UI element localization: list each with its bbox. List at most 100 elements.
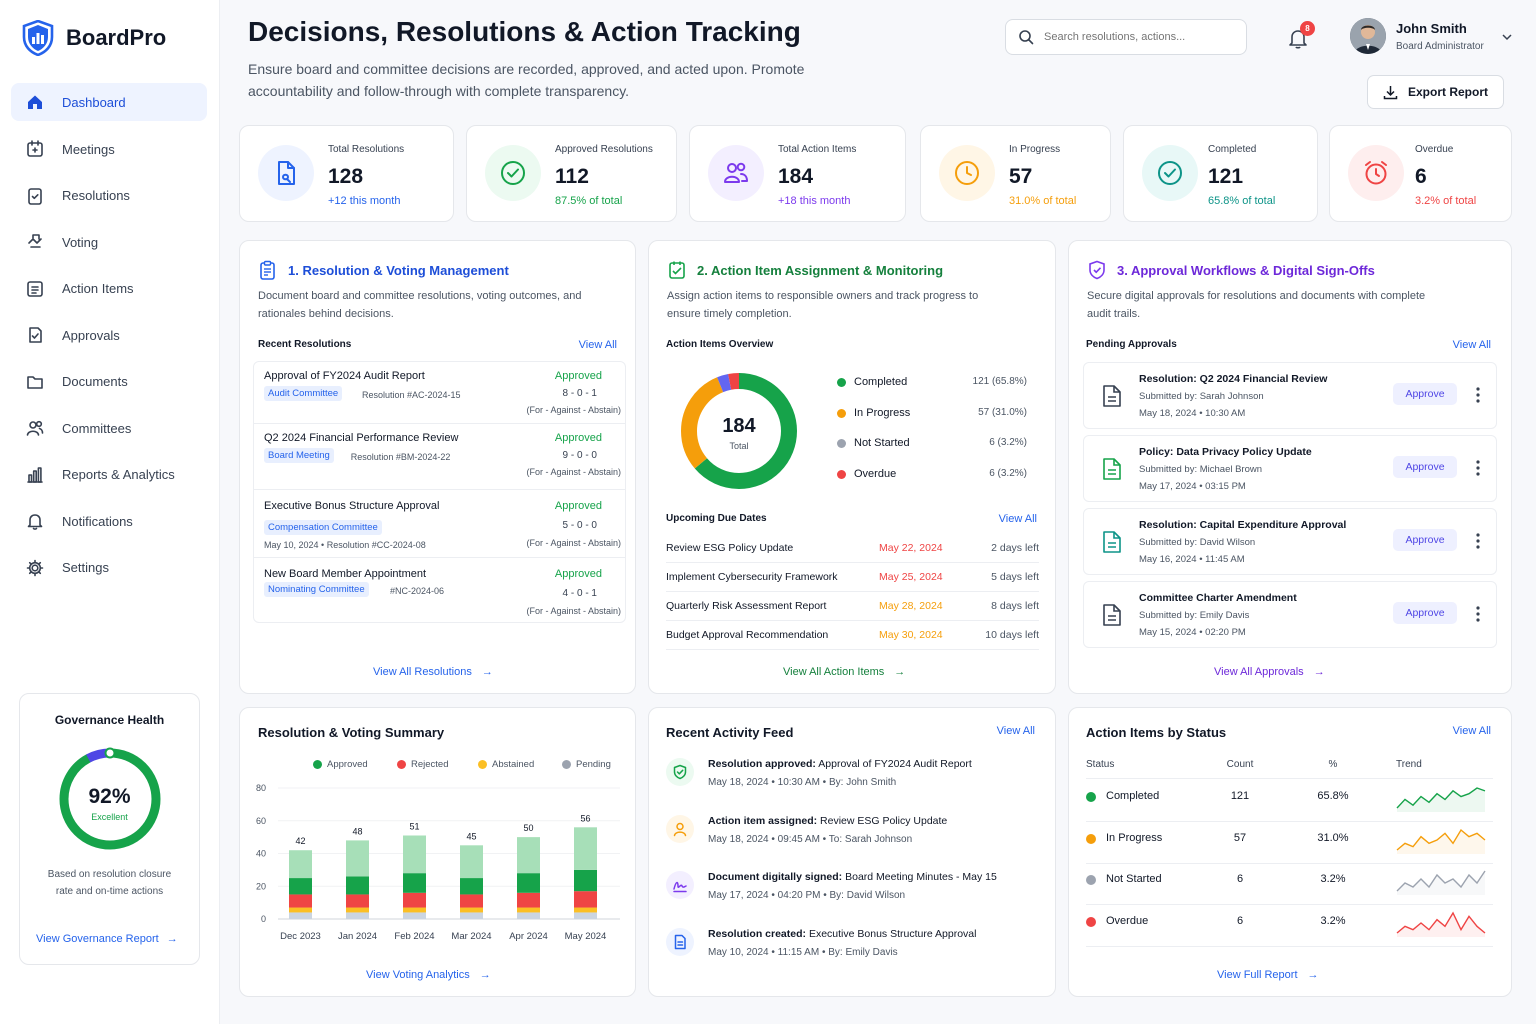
approve-button[interactable]: Approve [1393, 383, 1457, 405]
app-logo[interactable]: BoardPro [22, 20, 166, 56]
committee-tag: Audit Committee [264, 386, 343, 401]
status-row[interactable]: Overdue 6 3.2% [1086, 905, 1493, 947]
trend-sparkline [1396, 787, 1486, 812]
bar-total-label: 56 [580, 813, 590, 823]
sidebar-item-resolutions[interactable]: Resolutions [11, 177, 207, 215]
sidebar-item-approvals[interactable]: Approvals [11, 316, 207, 354]
notification-bell-icon[interactable] [1286, 26, 1310, 50]
sidebar-item-committees[interactable]: Committees [11, 409, 207, 447]
approve-button[interactable]: Approve [1393, 529, 1457, 551]
sidebar-item-meetings[interactable]: Meetings [11, 130, 207, 168]
sidebar-item-documents[interactable]: Documents [11, 363, 207, 401]
due-item[interactable]: Quarterly Risk Assessment Report May 28,… [666, 592, 1039, 621]
approvals-view-all-link[interactable]: View All [1452, 339, 1491, 351]
more-vertical-icon[interactable] [1476, 387, 1480, 403]
activity-subject: Executive Bonus Structure Approval [808, 928, 977, 941]
approval-item[interactable]: Resolution: Q2 2024 Financial Review Sub… [1083, 362, 1497, 429]
status-row[interactable]: Not Started 6 3.2% [1086, 863, 1493, 905]
stat-card-in-progress[interactable]: In Progress 57 31.0% of total [920, 125, 1111, 222]
export-report-button[interactable]: Export Report [1367, 75, 1504, 109]
export-label: Export Report [1407, 85, 1488, 99]
sidebar-item-dashboard[interactable]: Dashboard [11, 83, 207, 121]
sidebar-item-action-items[interactable]: Action Items [11, 270, 207, 308]
bar-segment-approved [517, 873, 540, 893]
resolution-meta: Resolution #BM-2024-22 [350, 452, 451, 462]
view-all-approvals-link[interactable]: View All Approvals → [1214, 666, 1325, 678]
recent-resolutions-list: Approval of FY2024 Audit Report Audit Co… [253, 361, 626, 623]
resolution-row[interactable]: New Board Member Appointment Nominating … [254, 558, 625, 622]
status-view-all-link[interactable]: View All [1452, 725, 1491, 737]
approval-item[interactable]: Resolution: Capital Expenditure Approval… [1083, 508, 1497, 575]
approval-item[interactable]: Committee Charter Amendment Submitted by… [1083, 581, 1497, 648]
sidebar-item-voting[interactable]: Voting [11, 223, 207, 261]
resolution-row[interactable]: Q2 2024 Financial Performance Review Boa… [254, 424, 625, 490]
more-vertical-icon[interactable] [1476, 606, 1480, 622]
view-full-report-link[interactable]: View Full Report → [1217, 969, 1319, 981]
status-count: 6 [1236, 873, 1244, 885]
sidebar-item-label: Reports & Analytics [62, 467, 175, 482]
upcoming-due-label: Upcoming Due Dates [666, 513, 767, 524]
due-item[interactable]: Review ESG Policy Update May 22, 2024 2 … [666, 534, 1039, 563]
col-status: Status [1086, 759, 1115, 770]
stat-icon-wrap [1348, 145, 1404, 201]
committee-tag: Nominating Committee [264, 582, 369, 597]
approval-submitter: Submitted by: Emily Davis [1139, 610, 1250, 621]
due-item[interactable]: Implement Cybersecurity Framework May 25… [666, 563, 1039, 592]
more-vertical-icon[interactable] [1476, 460, 1480, 476]
calendar-icon [27, 140, 43, 157]
status-row[interactable]: Completed 121 65.8% [1086, 780, 1493, 822]
bar-segment-rejected [289, 894, 312, 908]
approval-date: May 17, 2024 • 03:15 PM [1139, 481, 1246, 492]
activity-subject: Approval of FY2024 Audit Report [818, 758, 972, 770]
stat-card-total-resolutions[interactable]: Total Resolutions 128 +12 this month [239, 125, 454, 222]
more-vertical-icon[interactable] [1476, 533, 1480, 549]
activity-view-all-link[interactable]: View All [996, 725, 1035, 737]
stat-card-total-action-items[interactable]: Total Action Items 184 +18 this month [689, 125, 906, 222]
shield-check-icon [1089, 260, 1105, 280]
approval-item[interactable]: Policy: Data Privacy Policy Update Submi… [1083, 435, 1497, 502]
y-tick-label: 60 [256, 816, 266, 826]
x-tick-label: Jan 2024 [338, 931, 377, 942]
legend-label: Abstained [492, 759, 535, 770]
resolutions-view-all-link[interactable]: View All [578, 339, 617, 351]
sidebar-item-reports-analytics[interactable]: Reports & Analytics [11, 456, 207, 494]
stat-icon-wrap [939, 145, 995, 201]
activity-subject: Board Meeting Minutes - May 15 [845, 871, 997, 884]
user-menu[interactable]: John Smith Board Administrator [1350, 18, 1484, 54]
resolution-row[interactable]: Executive Bonus Structure Approval Compe… [254, 490, 625, 558]
search-input[interactable] [1044, 31, 1224, 43]
chevron-down-icon[interactable] [1502, 33, 1512, 41]
approval-submitter: Submitted by: Sarah Johnson [1139, 391, 1264, 402]
legend-value: 121 (65.8%) [972, 376, 1027, 387]
search-box[interactable] [1005, 19, 1247, 55]
stat-card-overdue[interactable]: Overdue 6 3.2% of total [1329, 125, 1512, 222]
bar-total-label: 45 [466, 831, 476, 841]
sidebar-item-settings[interactable]: Settings [11, 549, 207, 587]
stat-card-completed[interactable]: Completed 121 65.8% of total [1123, 125, 1318, 222]
activity-item[interactable]: Document digitally signed: Board Meeting… [666, 871, 1046, 927]
stat-card-approved-resolutions[interactable]: Approved Resolutions 112 87.5% of total [466, 125, 677, 222]
gear-icon [26, 559, 44, 576]
approval-submitter: Submitted by: David Wilson [1139, 537, 1256, 548]
activity-item[interactable]: Action item assigned: Review ESG Policy … [666, 814, 1046, 871]
chart-legend-rejected: Rejected [397, 759, 449, 770]
activity-item[interactable]: Resolution created: Executive Bonus Stru… [666, 928, 1046, 984]
view-governance-report-link[interactable]: View Governance Report → [36, 933, 178, 945]
check-circle-icon [1158, 161, 1182, 185]
status-row[interactable]: In Progress 57 31.0% [1086, 822, 1493, 864]
approve-button[interactable]: Approve [1393, 456, 1457, 478]
stat-icon-wrap [485, 145, 541, 201]
view-all-action-items-link[interactable]: View All Action Items → [783, 666, 905, 678]
clipboard-icon [260, 260, 275, 280]
activity-item[interactable]: Resolution approved: Approval of FY2024 … [666, 758, 1046, 814]
resolution-row[interactable]: Approval of FY2024 Audit Report Audit Co… [254, 362, 625, 424]
approve-button[interactable]: Approve [1393, 602, 1457, 624]
due-item[interactable]: Budget Approval Recommendation May 30, 2… [666, 621, 1039, 650]
view-voting-analytics-link[interactable]: View Voting Analytics → [366, 969, 491, 981]
sidebar-item-notifications[interactable]: Notifications [11, 502, 207, 540]
bar-segment-abstained [460, 907, 483, 913]
due-view-all-link[interactable]: View All [998, 513, 1037, 525]
view-all-resolutions-link[interactable]: View All Resolutions → [373, 666, 493, 678]
col-percent: % [1328, 759, 1338, 770]
status-count: 57 [1233, 831, 1247, 844]
